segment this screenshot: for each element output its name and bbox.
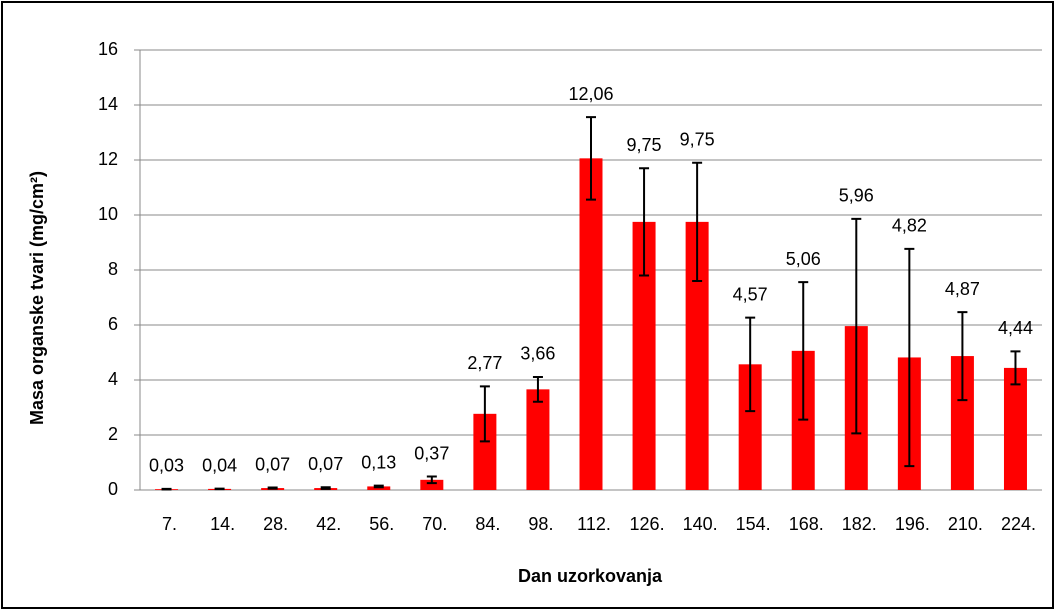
value-label: 12,06 [568, 84, 613, 104]
value-label: 9,75 [627, 135, 662, 155]
x-tick-label: 56. [369, 514, 394, 534]
x-tick-label: 224. [1001, 514, 1036, 534]
x-tick-label: 70. [422, 514, 447, 534]
x-tick-label: 196. [895, 514, 930, 534]
x-tick-label: 168. [789, 514, 824, 534]
x-tick-label: 182. [842, 514, 877, 534]
x-tick-label: 98. [528, 514, 553, 534]
error-bar [479, 385, 490, 443]
value-label: 5,96 [839, 186, 874, 206]
y-tick-label: 14 [98, 94, 118, 114]
x-tick-label: 154. [736, 514, 771, 534]
value-label: 9,75 [680, 130, 715, 150]
error-bar [639, 167, 650, 277]
error-bar [957, 311, 968, 402]
error-bar [1010, 350, 1021, 386]
x-tick-label: 126. [630, 514, 665, 534]
value-label: 5,06 [786, 249, 821, 269]
error-bar [373, 484, 384, 489]
bar [685, 221, 709, 490]
error-bar [586, 116, 596, 201]
y-tick-label: 2 [108, 424, 118, 444]
x-tick-label: 140. [683, 514, 718, 534]
y-tick-label: 0 [108, 479, 118, 499]
value-label: 4,57 [733, 284, 768, 304]
error-bar [532, 375, 543, 403]
value-label: 4,82 [892, 216, 927, 236]
x-tick-label: 14. [210, 514, 235, 534]
y-tick-label: 10 [98, 204, 118, 224]
value-label: 0,13 [361, 452, 396, 472]
error-bar [851, 217, 862, 435]
value-label: 0,07 [255, 454, 290, 474]
value-label: 0,37 [414, 443, 449, 463]
bar [579, 158, 603, 490]
bar [950, 356, 974, 490]
error-bar [692, 161, 703, 282]
x-tick-label: 42. [316, 514, 341, 534]
y-tick-label: 8 [108, 259, 118, 279]
bar [1003, 367, 1027, 490]
x-tick-label: 84. [475, 514, 500, 534]
x-tick-label: 210. [948, 514, 983, 534]
error-bar [904, 247, 915, 468]
bar [526, 389, 550, 490]
y-tick-label: 4 [108, 369, 118, 389]
error-bar [214, 487, 225, 491]
error-bar [745, 316, 756, 413]
x-axis-title: Dan uzorkovanja [518, 566, 663, 586]
y-axis-title: Masa organske tvari (mg/cm²) [27, 171, 47, 425]
y-tick-label: 16 [98, 39, 118, 59]
y-tick-label: 12 [98, 149, 118, 169]
error-bar [267, 486, 278, 490]
error-bar [426, 475, 437, 485]
error-bar [161, 487, 172, 491]
bar [420, 479, 444, 490]
value-label: 0,07 [308, 454, 343, 474]
bar [738, 364, 762, 490]
error-bar [798, 281, 809, 421]
value-label: 4,87 [945, 279, 980, 299]
value-label: 3,66 [520, 344, 555, 364]
value-label: 2,77 [467, 353, 502, 373]
value-label: 0,04 [202, 455, 237, 475]
bar [632, 221, 656, 490]
x-tick-label: 7. [162, 514, 177, 534]
x-tick-label: 28. [263, 514, 288, 534]
x-tick-label: 112. [577, 514, 611, 534]
value-label: 4,44 [998, 318, 1033, 338]
y-tick-label: 6 [108, 314, 118, 334]
bar [473, 413, 497, 490]
value-label: 0,03 [149, 456, 184, 476]
error-bar [320, 486, 331, 490]
